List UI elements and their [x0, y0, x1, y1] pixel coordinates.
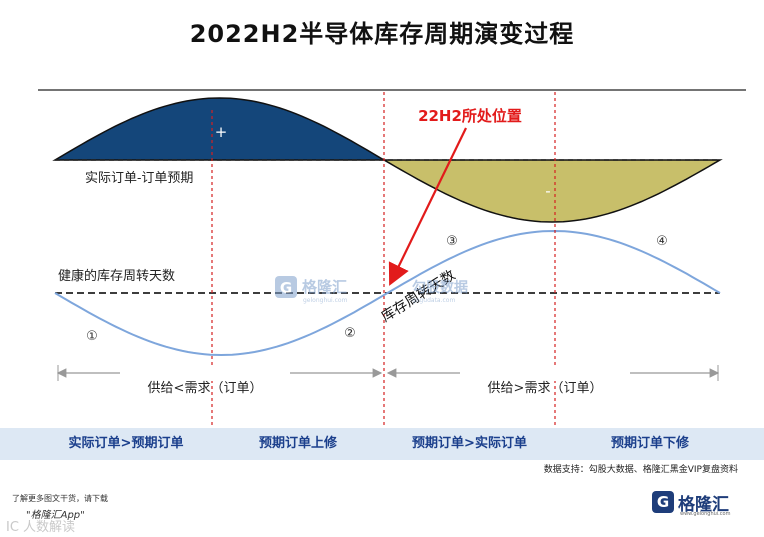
logo-mark-icon: G — [652, 491, 674, 513]
phase-2: 预期订单上修 — [258, 436, 337, 451]
svg-text:gogudata.com: gogudata.com — [412, 297, 455, 304]
svg-text:勾股数据: 勾股数据 — [412, 279, 468, 296]
logo-url: www.gelonghui.com — [680, 511, 731, 517]
supply-less-label: 供给<需求（订单） — [148, 381, 263, 396]
current-position-arrow — [388, 127, 467, 286]
promo-app-name: "格隆汇App" — [26, 510, 85, 521]
inventory-turnover-curve — [54, 229, 721, 357]
minus-sign: - — [545, 182, 550, 200]
positive-gap-area — [52, 97, 387, 161]
bottom-watermark: IC 人数解读 — [6, 520, 76, 535]
watermark-partner: 勾股数据 gogudata.com — [412, 279, 468, 304]
watermark-brand: G 格隆汇 gelonghui.com — [275, 276, 348, 304]
phase-1: 实际订单>预期订单 — [68, 436, 184, 451]
phase-3: 预期订单>实际订单 — [412, 436, 527, 451]
supply-greater-label: 供给>需求（订单） — [488, 381, 603, 396]
svg-text:gelonghui.com: gelonghui.com — [303, 297, 348, 304]
stage-3-marker: ③ — [446, 234, 458, 249]
negative-gap-area — [381, 159, 723, 223]
plus-sign: + — [215, 123, 228, 141]
healthy-turnover-label: 健康的库存周转天数 — [58, 268, 175, 284]
phase-bar: 实际订单>预期订单 预期订单上修 预期订单>实际订单 预期订单下修 — [0, 428, 764, 460]
stage-4-marker: ④ — [656, 234, 668, 249]
page-title: 2022H2半导体库存周期演变过程 — [189, 20, 575, 48]
stage-2-marker: ② — [344, 326, 356, 341]
phase-4: 预期订单下修 — [610, 436, 689, 451]
current-position-label: 22H2所处位置 — [418, 107, 522, 125]
logo-name: 格隆汇 — [678, 495, 729, 515]
promo-text: 了解更多图文干货，请下载 — [12, 494, 108, 503]
source-note: 数据支持：勾股大数据、格隆汇黑金VIP复盘资料 — [543, 465, 738, 475]
order-gap-label: 实际订单-订单预期 — [85, 171, 193, 186]
stage-1-marker: ① — [86, 329, 98, 344]
brand-logo: G 格隆汇 www.gelonghui.com — [652, 489, 742, 519]
svg-text:格隆汇: 格隆汇 — [302, 278, 347, 296]
svg-text:G: G — [280, 279, 292, 297]
